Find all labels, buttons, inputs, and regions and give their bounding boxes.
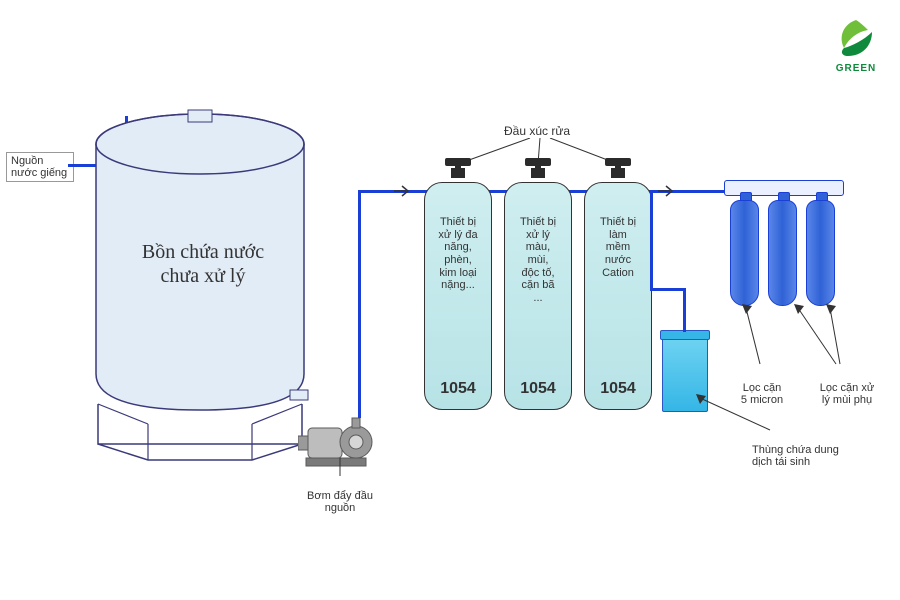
filter-column-2: Thiết bị xử lý màu, mùi, độc tố, cặn bã … — [504, 172, 572, 410]
diagram-stage: { "canvas":{"w":900,"h":600,"bg":"#fffff… — [0, 0, 900, 600]
pump-leader — [330, 458, 350, 478]
backwash-label: Đầu xúc rửa — [504, 124, 570, 138]
cartridge-3 — [806, 196, 836, 306]
filter-column-3: Thiết bị làm mềm nước Cation 1054 — [584, 172, 652, 410]
brand-text: GREEN — [834, 63, 878, 74]
pump-label: Bơm đẩy đầu nguồn — [300, 478, 380, 514]
column-model: 1054 — [424, 380, 492, 398]
column-model: 1054 — [504, 380, 572, 398]
pipe-to-brine-h — [650, 288, 686, 291]
tank-label: Bồn chứa nước chưa xử lý — [118, 240, 288, 288]
annot-brine: Thùng chứa dung dịch tái sinh — [752, 432, 862, 468]
annot-5micron: Lọc cặn 5 micron — [732, 370, 792, 406]
column-text: Thiết bị xử lý đa năng, phèn, kim loại n… — [424, 216, 492, 292]
column-model: 1054 — [584, 380, 652, 398]
column-text: Thiết bị làm mềm nước Cation — [584, 216, 652, 279]
annot-odor: Lọc cặn xử lý mùi phụ — [812, 370, 882, 406]
pipe-riser — [358, 190, 361, 418]
pipe-to-brine-v — [650, 190, 653, 290]
filter-column-1: Thiết bị xử lý đa năng, phèn, kim loại n… — [424, 172, 492, 410]
leaf-icon — [834, 18, 878, 58]
flow-arrow-1 — [394, 183, 412, 199]
cartridge-2 — [768, 196, 798, 306]
source-label: Nguồn nước giếng — [6, 152, 74, 182]
brand-logo: GREEN — [834, 18, 878, 74]
cartridge-1 — [730, 196, 760, 306]
column-text: Thiết bị xử lý màu, mùi, độc tố, cặn bã … — [504, 216, 572, 304]
